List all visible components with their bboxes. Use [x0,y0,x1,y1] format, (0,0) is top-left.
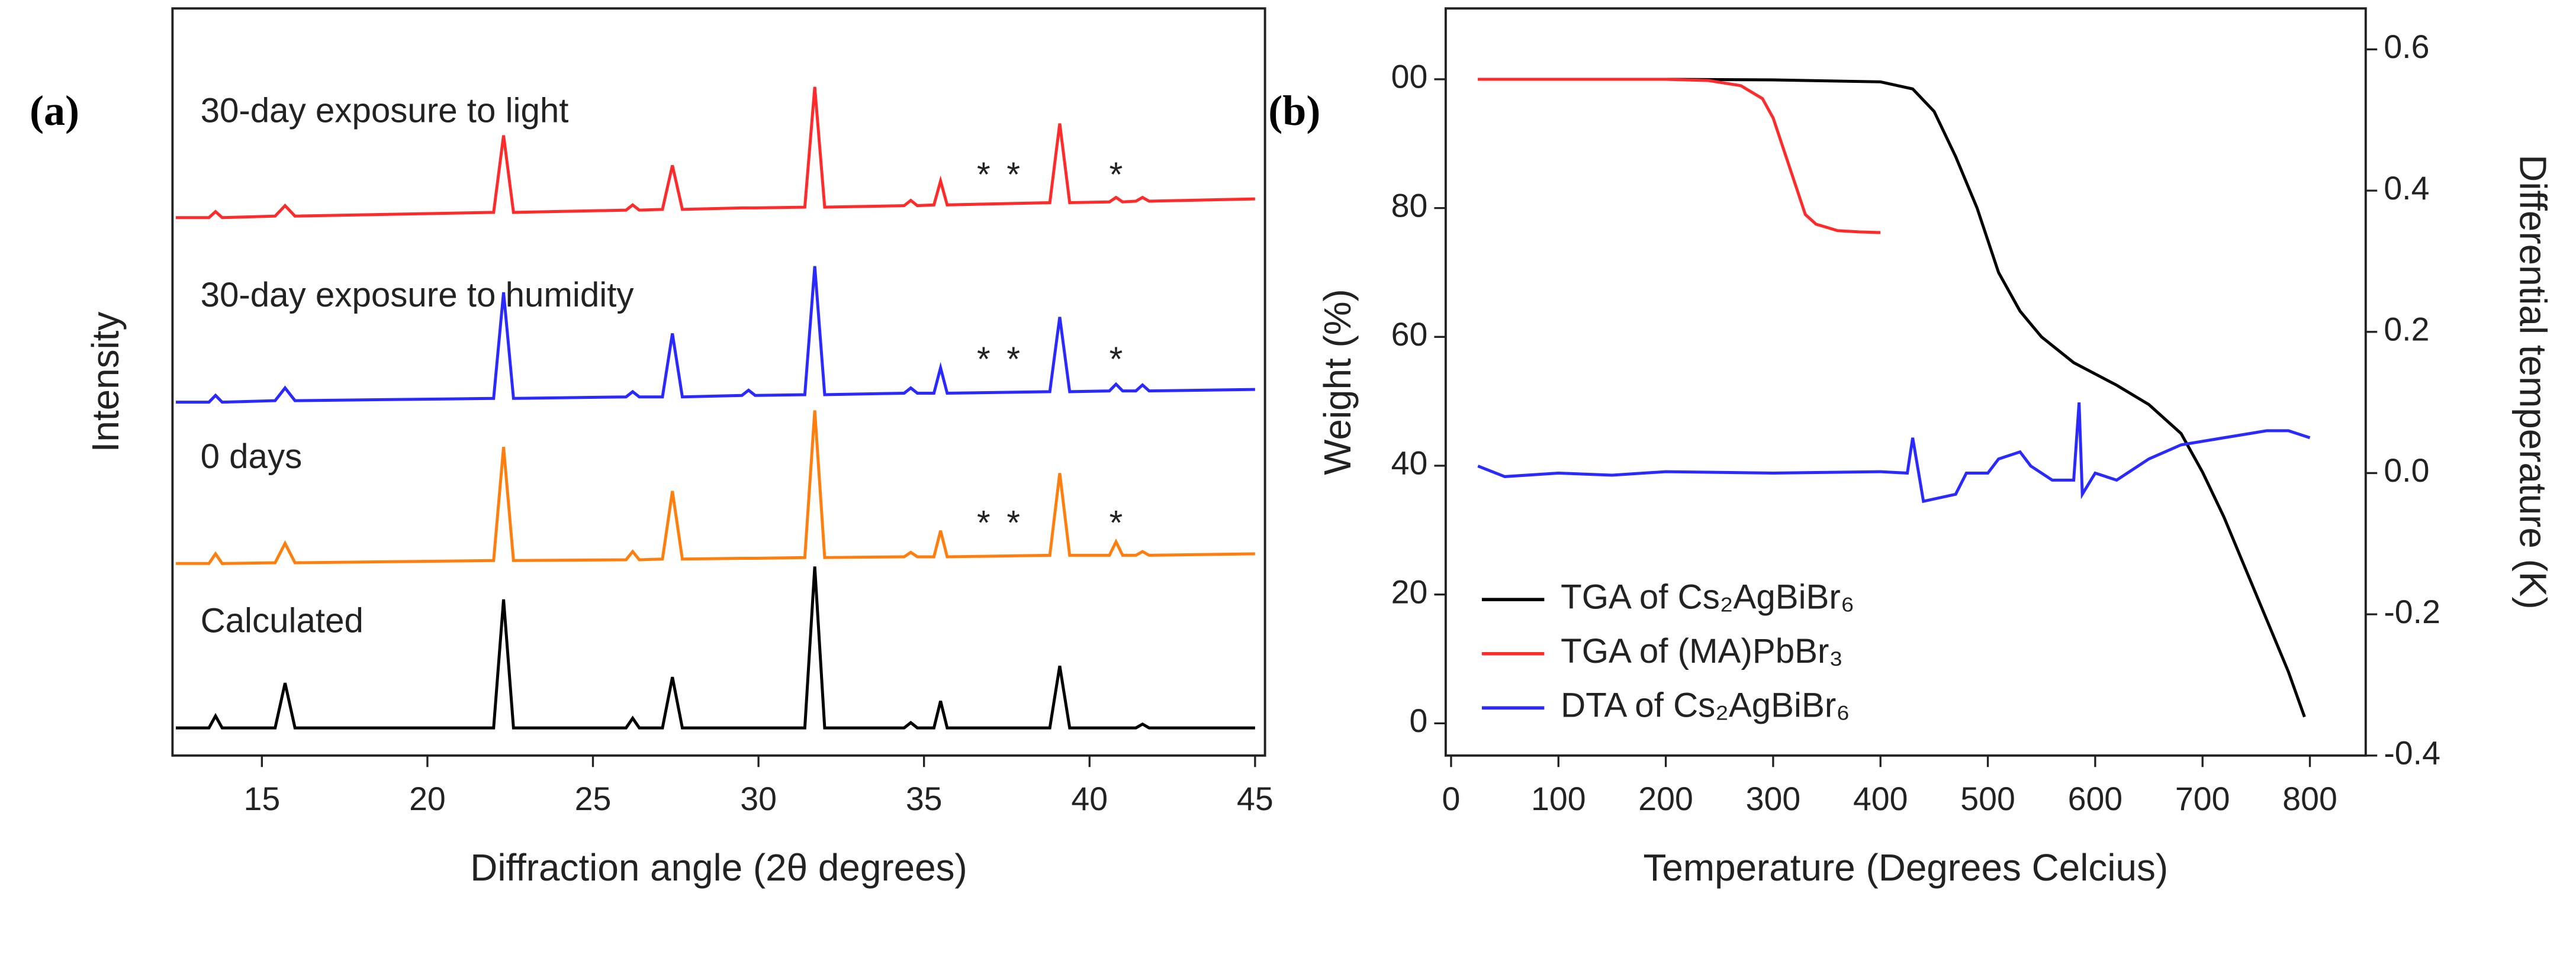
x-tick-label: 40 [1071,781,1108,817]
legend-label: TGA of Cs₂AgBiBr₆ [1561,578,1854,617]
panel-label: (b) [1268,87,1320,134]
data-line [175,566,1255,730]
x-tick-label: 35 [906,781,943,817]
y2-tick-label: 0.4 [2384,170,2429,207]
y-tick-label: 00 [1391,59,1428,95]
panel-label: (a) [30,87,79,134]
legend-label: TGA of (MA)PbBr₃ [1561,632,1843,670]
y-axis-title: Intensity [84,312,127,453]
x-tick-label: 30 [740,781,777,817]
annotation: * [1109,504,1123,542]
y-tick-label: 40 [1391,445,1428,482]
data-line [175,86,1255,220]
x-tick-label: 200 [1638,781,1693,817]
annotation: * [1006,340,1020,379]
x-tick-label: 800 [2282,781,2337,817]
x-axis-title: Diffraction angle (2θ degrees) [470,846,967,889]
x-tick-label: 300 [1746,781,1801,817]
x-tick-label: 400 [1853,781,1908,817]
series-label: Calculated [201,602,364,640]
annotation: * [1006,504,1020,542]
x-tick-label: 15 [243,781,280,817]
x-tick-label: 20 [409,781,446,817]
x-tick-label: 600 [2068,781,2123,817]
series-label: 30-day exposure to light [201,91,569,130]
plot-frame [1444,7,2367,757]
y2-tick-label: -0.4 [2384,734,2440,771]
x-tick-label: 25 [575,781,612,817]
annotation: * [977,504,990,542]
x-tick-label: 700 [2175,781,2230,817]
x-tick-label: 500 [1960,781,2015,817]
data-line [1477,402,2311,504]
annotation: * [1109,340,1123,379]
x-axis-title: Temperature (Degrees Celcius) [1644,846,2169,889]
annotation: * [1109,156,1123,194]
y2-tick-label: 0.2 [2384,311,2429,347]
data-line [175,266,1255,404]
y2-tick-label: 0.6 [2384,28,2429,65]
y-tick-label: 0 [1410,702,1428,739]
data-line [175,410,1255,565]
series-label: 0 days [201,437,303,476]
y2-tick-label: 0.0 [2384,452,2429,489]
y-axis-title: Weight (%) [1316,289,1359,475]
x-tick-label: 100 [1531,781,1586,817]
y2-axis-title: Differential temperature (K) [2511,154,2554,609]
plot-frame [171,7,1266,757]
annotation: * [977,156,990,194]
x-tick-label: 0 [1442,781,1461,817]
data-line [1478,78,2306,718]
y-tick-label: 60 [1391,316,1428,353]
annotation: * [1006,156,1020,194]
data-line [1478,78,1881,234]
series-label: 30-day exposure to humidity [201,276,635,314]
x-tick-label: 45 [1237,781,1273,817]
annotation: * [977,340,990,379]
y-tick-label: 20 [1391,573,1428,610]
legend-label: DTA of Cs₂AgBiBr₆ [1561,686,1850,725]
y-tick-label: 80 [1391,187,1428,224]
y2-tick-label: -0.2 [2384,594,2440,630]
